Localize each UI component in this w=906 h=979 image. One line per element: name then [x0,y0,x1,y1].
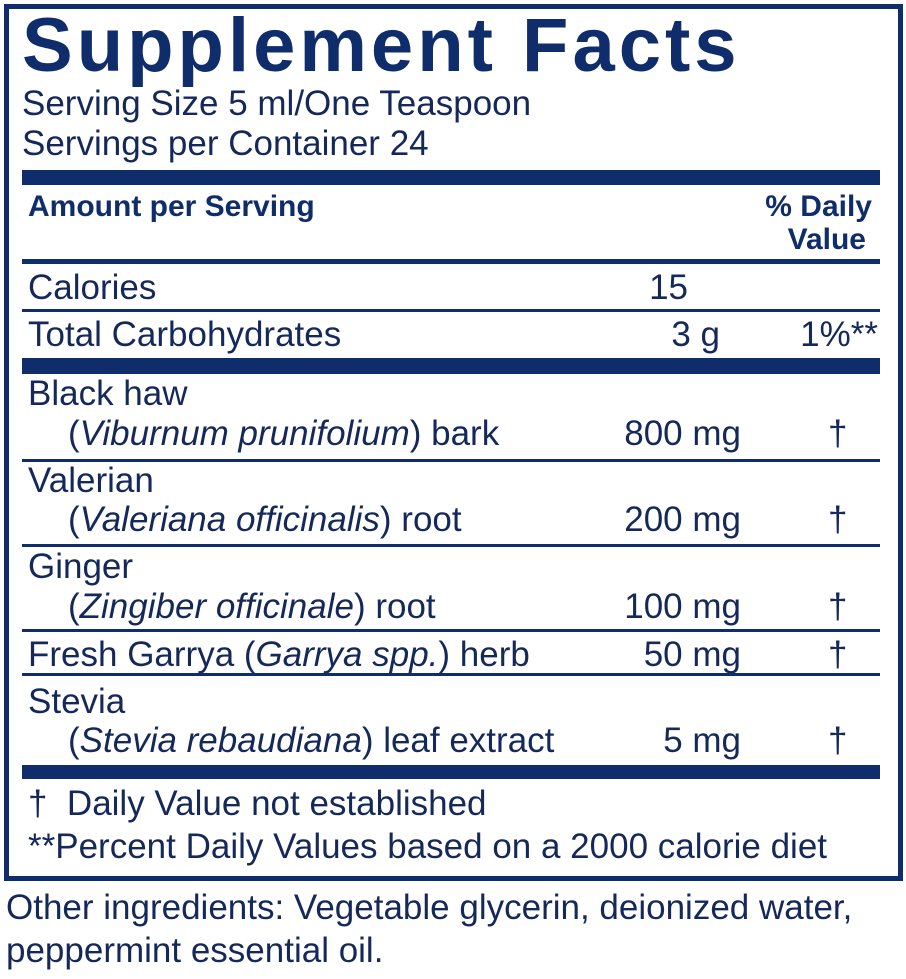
carbs-amount: 3 g [671,315,720,354]
divider-thick [22,170,880,185]
footnote-percent: **Percent Daily Values based on a 2000 c… [28,827,828,866]
ingredient-amount: 5 mg [663,721,741,760]
ingredient-dv: † [828,721,848,760]
ingredient-dv: † [828,414,848,453]
divider [22,629,880,632]
label-title: Supplement Facts [22,3,741,88]
daily-value-header-1: % Daily [765,190,872,223]
ingredient-source: (Viburnum prunifolium) bark [68,414,500,453]
divider [22,309,880,312]
ingredient-amount: 200 mg [624,500,741,539]
ingredient-source: (Stevia rebaudiana) leaf extract [68,721,555,760]
label-border [4,4,903,881]
ingredient-source: (Valeriana officinalis) root [68,500,462,539]
ingredient-amount: 50 mg [643,635,741,674]
divider [22,673,880,676]
divider [22,459,880,462]
divider-thick [22,358,880,374]
ingredient-name: Valerian [28,461,154,500]
ingredient-source: (Zingiber officinale) root [68,587,436,626]
daily-value-header-2: Value [787,223,866,256]
divider-thick [22,765,880,779]
ingredient-dv: † [828,500,848,539]
divider [22,544,880,547]
ingredient-name: Fresh Garrya (Garrya spp.) herb [28,635,530,674]
other-ingredients-line-2: peppermint essential oil. [6,931,384,970]
ingredient-amount: 800 mg [624,414,741,453]
other-ingredients-line-1: Other ingredients: Vegetable glycerin, d… [6,888,853,927]
calories-label: Calories [28,268,157,307]
divider [22,259,880,264]
carbs-label: Total Carbohydrates [28,315,342,354]
servings-per-container: Servings per Container 24 [22,124,429,163]
ingredient-name: Black haw [28,374,188,413]
ingredient-amount: 100 mg [624,587,741,626]
calories-amount: 15 [649,268,688,307]
amount-per-serving-header: Amount per Serving [28,190,315,223]
ingredient-dv: † [828,635,848,674]
carbs-dv: 1%** [800,315,878,354]
serving-size: Serving Size 5 ml/One Teaspoon [22,84,532,123]
ingredient-name: Ginger [28,547,134,586]
ingredient-dv: † [828,587,848,626]
footnote-dagger: † Daily Value not established [28,784,487,823]
ingredient-name: Stevia [28,682,126,721]
